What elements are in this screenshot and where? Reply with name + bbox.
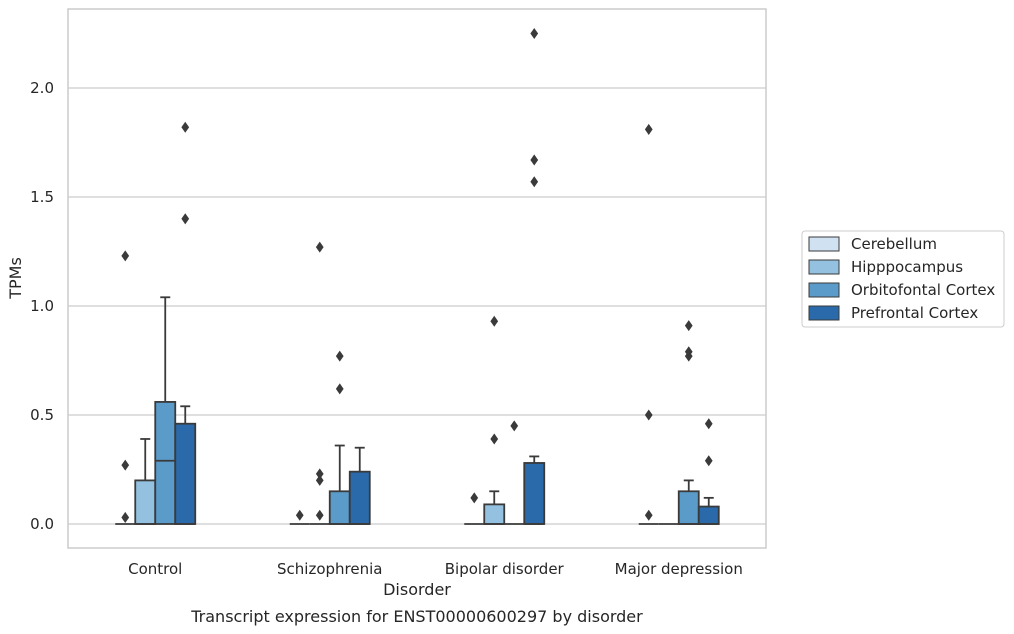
box-body <box>697 505 720 525</box>
outlier-point <box>684 346 693 358</box>
legend-swatch <box>808 305 840 321</box>
outlier-point <box>644 409 653 421</box>
x-tick-label: Control <box>128 560 182 578</box>
outlier-point <box>530 176 539 188</box>
legend-label: Cerebellum <box>851 235 937 253</box>
y-axis-title: TPMs <box>6 257 25 300</box>
legend-swatch <box>808 236 840 252</box>
box-body <box>483 503 506 525</box>
outlier-point <box>530 27 539 40</box>
box-body <box>154 401 177 525</box>
box-major-depression-orbitofontal-cortex <box>677 320 700 525</box>
legend-label: Hipppocampus <box>851 258 963 276</box>
outlier-point <box>490 433 499 445</box>
box-control-prefrontal-cortex <box>174 121 197 525</box>
outlier-point <box>315 474 324 486</box>
y-tick-label: 2.0 <box>30 79 54 97</box>
legend: Cerebellum Hipppocampus Orbitofontal Corte… <box>801 230 1005 328</box>
outlier-point <box>335 350 344 362</box>
box-major-depression-prefrontal-cortex <box>697 418 720 525</box>
box-control-hipppocampus <box>134 438 157 525</box>
box-schizophrenia-orbitofontal-cortex <box>328 350 351 525</box>
outlier-point <box>335 383 344 395</box>
outlier-point <box>121 459 130 471</box>
box-schizophrenia-cerebellum <box>289 509 310 525</box>
y-tick-label: 0.0 <box>30 515 54 533</box>
box-schizophrenia-prefrontal-cortex <box>348 446 371 525</box>
legend-item-orbitofontal-cortex: Orbitofontal Cortex <box>808 281 995 299</box>
box-body <box>328 490 351 525</box>
plot-frame <box>67 8 767 549</box>
outlier-point <box>181 121 190 133</box>
legend-item-prefrontal-cortex: Prefrontal Cortex <box>808 304 978 322</box>
x-tick-label: Major depression <box>615 560 743 578</box>
outlier-point <box>684 320 693 332</box>
x-axis-title: Disorder <box>383 580 451 599</box>
outlier-point <box>510 420 519 432</box>
box-groups <box>115 27 720 525</box>
y-tick-label: 1.5 <box>30 188 54 206</box>
box-bipolar-disorder-prefrontal-cortex <box>523 27 546 525</box>
outlier-point <box>181 213 190 225</box>
x-axis-ticks: Control Schizophrenia Bipolar disorder Majo… <box>128 560 743 578</box>
box-body <box>677 490 700 525</box>
x-tick-label: Schizophrenia <box>277 560 382 578</box>
outlier-point <box>121 250 130 262</box>
box-bipolar-disorder-cerebellum <box>464 492 485 525</box>
y-tick-label: 1.0 <box>30 297 54 315</box>
outlier-point <box>315 468 324 480</box>
box-body <box>134 479 157 525</box>
legend-label: Orbitofontal Cortex <box>851 281 995 299</box>
outlier-point <box>315 509 324 521</box>
chart-caption: Transcript expression for ENST0000060029… <box>190 607 643 626</box>
legend-swatch <box>808 259 840 275</box>
box-body <box>348 470 371 525</box>
box-body <box>523 462 546 525</box>
outlier-point <box>704 418 713 430</box>
outlier-point <box>644 509 653 521</box>
legend-item-cerebellum: Cerebellum <box>808 235 937 253</box>
box-control-orbitofontal-cortex <box>154 296 177 525</box>
legend-swatch <box>808 282 840 298</box>
outlier-point <box>295 509 304 521</box>
outlier-point <box>315 241 324 253</box>
box-schizophrenia-hipppocampus <box>309 241 330 525</box>
box-bipolar-disorder-hipppocampus <box>483 315 506 525</box>
outlier-point <box>121 511 130 523</box>
box-major-depression-cerebellum <box>638 123 659 525</box>
outlier-point <box>470 492 479 504</box>
legend-label: Prefrontal Cortex <box>851 304 978 322</box>
outlier-point <box>530 154 539 166</box>
outlier-point <box>490 315 499 327</box>
y-axis-ticks: 0.0 0.5 1.0 1.5 2.0 <box>30 79 54 533</box>
box-bipolar-disorder-orbitofontal-cortex <box>504 420 525 525</box>
legend-item-hipppocampus: Hipppocampus <box>808 258 963 276</box>
y-tick-label: 0.5 <box>30 406 54 424</box>
outlier-point <box>644 123 653 135</box>
box-control-cerebellum <box>115 250 136 525</box>
x-tick-label: Bipolar disorder <box>445 560 565 578</box>
legend-frame <box>801 230 1005 328</box>
box-body <box>174 422 197 525</box>
outlier-point <box>704 455 713 467</box>
